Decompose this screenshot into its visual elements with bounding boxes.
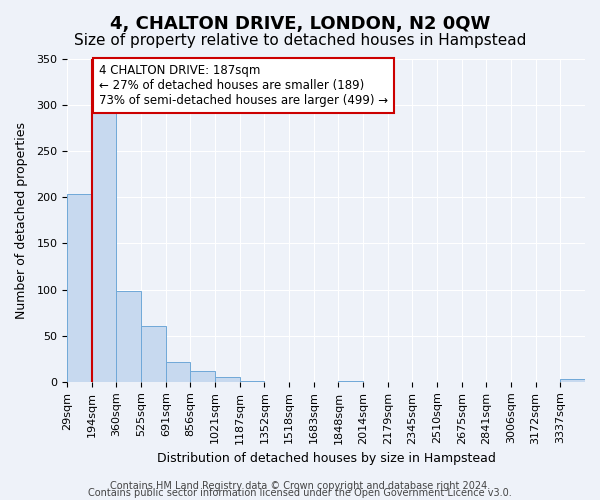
Bar [215,377,240,382]
X-axis label: Distribution of detached houses by size in Hampstead: Distribution of detached houses by size … [157,452,496,465]
Bar [141,326,166,382]
Bar [560,379,585,382]
Bar [92,114,116,382]
Bar [338,381,363,382]
Text: 4 CHALTON DRIVE: 187sqm
← 27% of detached houses are smaller (189)
73% of semi-d: 4 CHALTON DRIVE: 187sqm ← 27% of detache… [99,64,388,106]
Bar [166,362,190,382]
Text: 4, CHALTON DRIVE, LONDON, N2 0QW: 4, CHALTON DRIVE, LONDON, N2 0QW [110,15,490,33]
Bar [190,371,215,382]
Bar [116,292,141,382]
Bar [67,194,92,382]
Text: Size of property relative to detached houses in Hampstead: Size of property relative to detached ho… [74,32,526,48]
Text: Contains public sector information licensed under the Open Government Licence v3: Contains public sector information licen… [88,488,512,498]
Bar [240,381,265,382]
Text: Contains HM Land Registry data © Crown copyright and database right 2024.: Contains HM Land Registry data © Crown c… [110,481,490,491]
Y-axis label: Number of detached properties: Number of detached properties [15,122,28,319]
